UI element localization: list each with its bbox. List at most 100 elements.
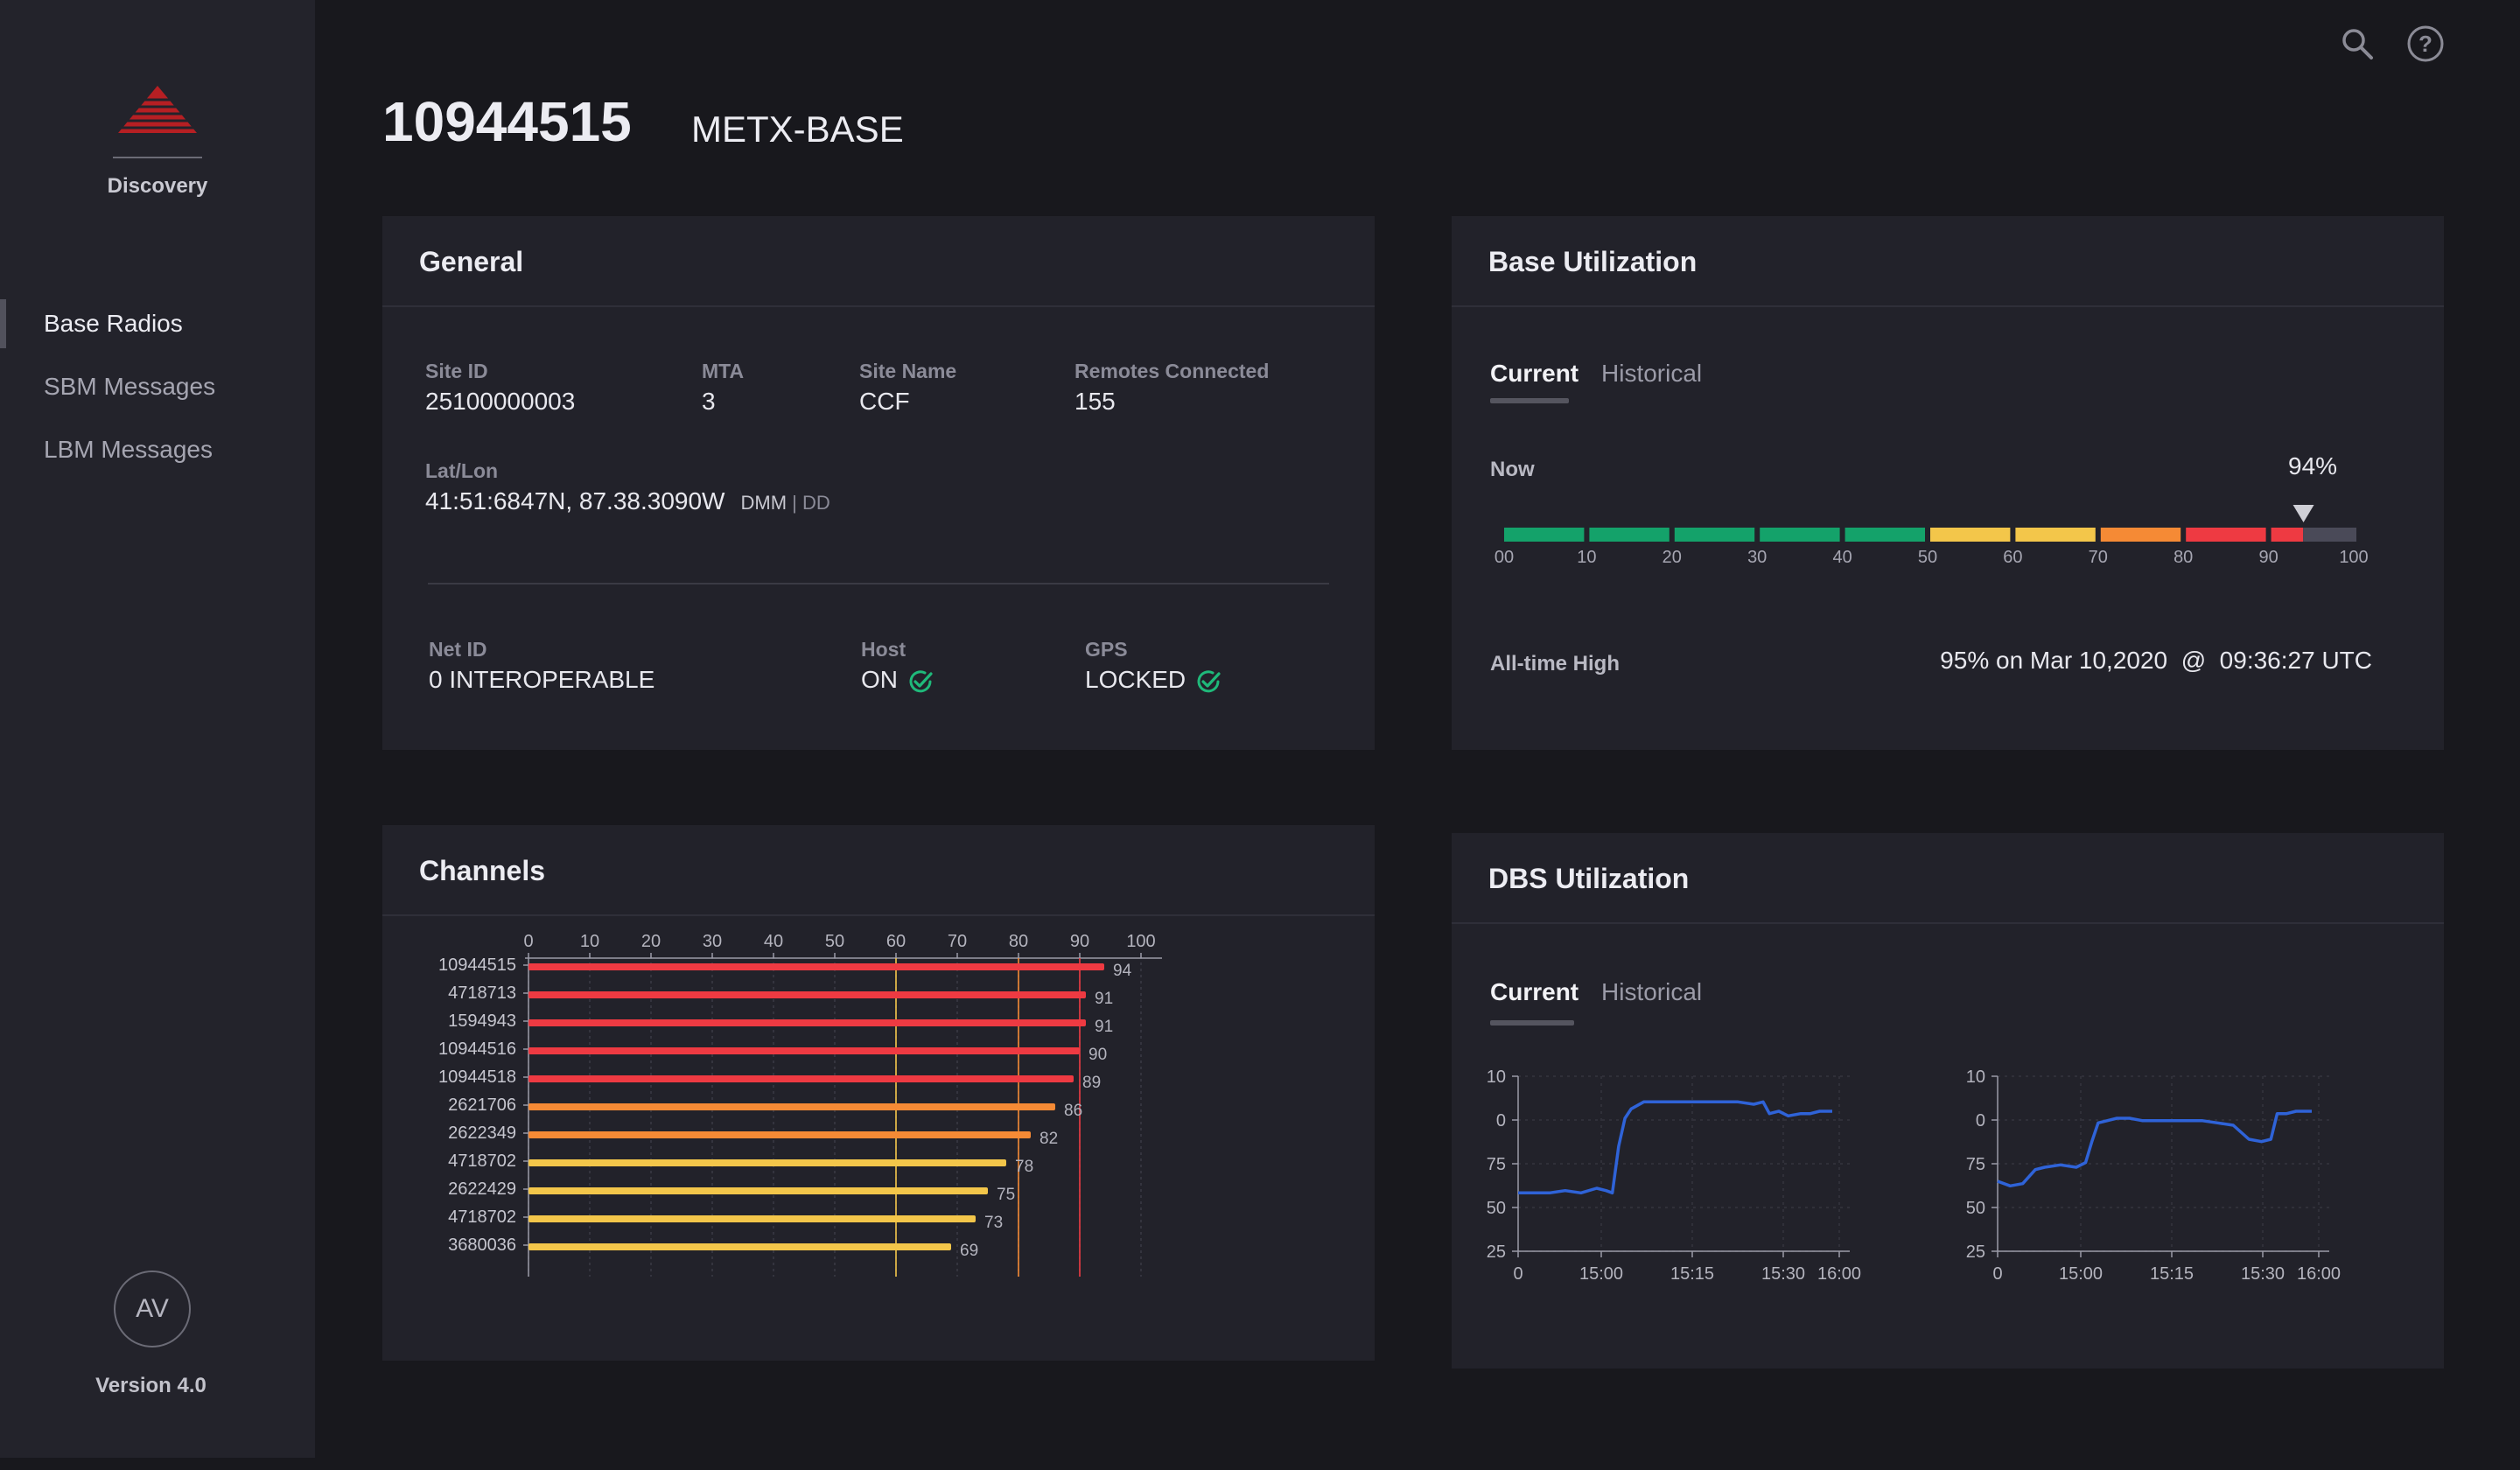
tab-current-underline	[1490, 398, 1569, 403]
y-tick-label: 2622349	[448, 1124, 516, 1143]
x-tick-label: 20	[641, 932, 661, 951]
channel-bar	[528, 963, 1104, 970]
channel-bar	[528, 1215, 976, 1222]
bar-value-label: 69	[960, 1242, 978, 1260]
sidebar-item-sbm-messages[interactable]: SBM Messages	[44, 373, 216, 400]
version-label: Version 4.0	[95, 1374, 206, 1397]
net-id-value: 0 INTEROPERABLE	[429, 666, 655, 693]
host-label: Host	[861, 638, 906, 661]
y-tick-label: 2621706	[448, 1096, 516, 1115]
x-tick-label: 10	[580, 932, 599, 951]
gauge-segment	[1844, 528, 1925, 542]
format-dmm[interactable]: DMM	[740, 492, 788, 514]
y-tick-label: 4718702	[448, 1152, 516, 1171]
format-separator: |	[792, 492, 797, 514]
gauge-tick-label: 00	[1494, 548, 1514, 567]
y-tick-label: 10	[1966, 1068, 1985, 1087]
logo: Discovery	[0, 79, 315, 199]
gps-label: GPS	[1085, 638, 1128, 661]
y-tick-label: 3680036	[448, 1236, 516, 1255]
x-tick-label: 15:15	[1670, 1264, 1714, 1284]
gps-status: LOCKED	[1085, 666, 1222, 696]
gauge-tick-label: 40	[1832, 548, 1852, 567]
channel-bar	[528, 1075, 1074, 1082]
gauge-segments	[1504, 528, 2356, 542]
tab-historical[interactable]: Historical	[1601, 360, 1703, 387]
bar-value-label: 94	[1113, 962, 1132, 980]
gauge-marker-icon	[2292, 505, 2314, 522]
gauge-tick-label: 70	[2089, 548, 2108, 567]
gauge-segment	[1674, 528, 1755, 542]
now-label: Now	[1490, 458, 1535, 481]
x-tick-label: 16:00	[2297, 1264, 2341, 1284]
help-icon[interactable]: ?	[2406, 24, 2445, 63]
x-tick-label: 15:00	[2059, 1264, 2103, 1284]
y-tick-label: 75	[1487, 1155, 1506, 1174]
channel-bar	[528, 1131, 1031, 1138]
x-tick-label: 100	[1126, 932, 1155, 951]
y-tick-label: 75	[1966, 1155, 1985, 1174]
y-tick-label: 25	[1487, 1242, 1506, 1262]
bar-value-label: 91	[1095, 990, 1113, 1008]
tab-dbs-current[interactable]: Current	[1490, 978, 1579, 1005]
net-id-label: Net ID	[429, 638, 487, 661]
x-tick-label: 16:00	[1817, 1264, 1861, 1284]
gauge-segment	[2015, 528, 2096, 542]
bar-value-label: 90	[1088, 1046, 1107, 1064]
tab-dbs-current-underline	[1490, 1020, 1574, 1026]
x-tick-label: 15:15	[2150, 1264, 2194, 1284]
general-panel-title: General	[382, 216, 1375, 307]
channel-bar	[528, 991, 1086, 998]
y-tick-label: 50	[1487, 1199, 1506, 1218]
bar-value-label: 78	[1015, 1158, 1033, 1176]
site-id-label: Site ID	[425, 360, 488, 382]
latlon-row: 41:51:6847N, 87.38.3090W DMM | DD	[425, 487, 830, 515]
gauge-segment-empty	[2303, 528, 2356, 542]
site-id-value: 25100000003	[425, 388, 576, 415]
format-dd[interactable]: DD	[802, 492, 830, 514]
alltime-high-value: 95% on Mar 10,2020 @ 09:36:27 UTC	[1940, 647, 2372, 674]
base-utilization-title: Base Utilization	[1452, 216, 2444, 307]
y-tick-label: 4718702	[448, 1208, 516, 1227]
avatar[interactable]: AV	[114, 1270, 191, 1348]
channel-bar	[528, 1187, 988, 1194]
remotes-connected-value: 155	[1074, 388, 1116, 415]
y-tick-label: 10944516	[438, 1040, 516, 1059]
tab-dbs-historical[interactable]: Historical	[1601, 978, 1703, 1005]
site-name-value: CCF	[859, 388, 910, 415]
x-tick-label: 0	[523, 932, 533, 951]
logo-icon	[113, 86, 202, 158]
x-tick-label: 40	[764, 932, 783, 951]
host-value: ON	[861, 666, 898, 693]
gauge-segment	[2271, 528, 2304, 542]
sidebar-item-lbm-messages[interactable]: LBM Messages	[44, 436, 213, 463]
tab-current[interactable]: Current	[1490, 360, 1579, 387]
channel-bar	[528, 1047, 1080, 1054]
gauge-tick-label: 100	[2339, 548, 2368, 567]
y-tick-label: 4718713	[448, 984, 516, 1003]
sidebar-nav: Base Radios SBM Messages LBM Messages	[0, 298, 315, 486]
general-divider	[428, 583, 1329, 584]
mta-value: 3	[702, 388, 716, 415]
bar-value-label: 89	[1082, 1074, 1101, 1092]
sidebar: Discovery Base Radios SBM Messages LBM M…	[0, 0, 315, 1458]
gauge-tick-label: 20	[1662, 548, 1682, 567]
channels-panel: Channels 0 10 20 30 40 50 60 70 80 90 100 10944515 9…	[382, 825, 1375, 1361]
check-circle-icon	[1197, 669, 1221, 692]
gauge-tick-label: 90	[2258, 548, 2278, 567]
now-value: 94%	[2288, 452, 2338, 480]
svg-text:?: ?	[2418, 31, 2432, 57]
sidebar-item-base-radios[interactable]: Base Radios	[0, 298, 315, 360]
check-circle-icon	[909, 669, 933, 692]
x-tick-label: 15:00	[1579, 1264, 1623, 1284]
page-title-name: METX-BASE	[691, 108, 904, 150]
gauge-tick-label: 80	[2174, 548, 2193, 567]
y-tick-label: 10944515	[438, 956, 516, 975]
x-tick-label: 60	[886, 932, 906, 951]
search-icon[interactable]	[2340, 26, 2375, 61]
host-status: ON	[861, 666, 934, 696]
y-tick-label: 0	[1496, 1111, 1506, 1130]
x-tick-label: 15:30	[1761, 1264, 1805, 1284]
